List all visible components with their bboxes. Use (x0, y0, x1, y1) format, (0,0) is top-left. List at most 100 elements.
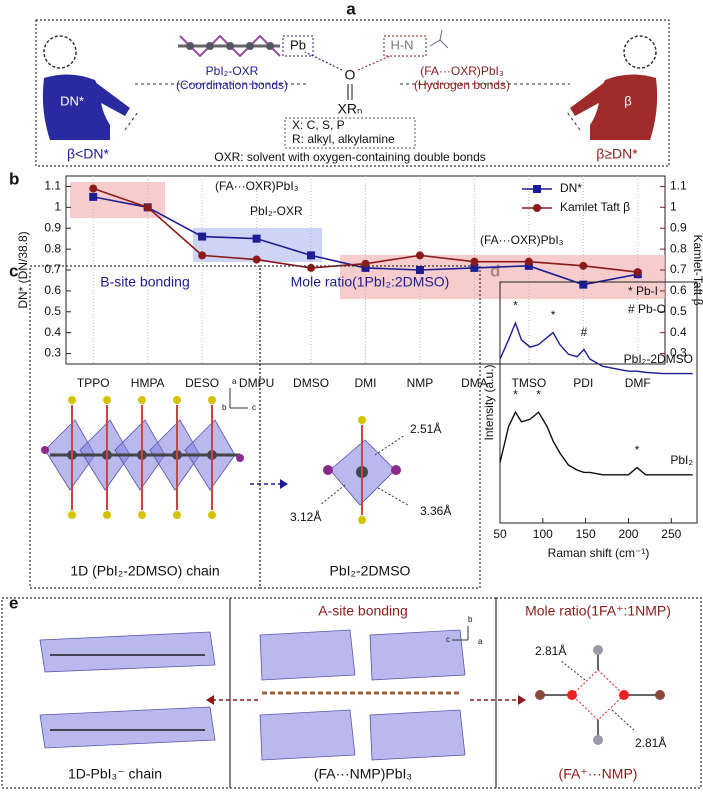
chain-structure (41, 396, 244, 519)
label: (FA···OXR)PbI₃ (420, 64, 504, 78)
y-tick-label: 0.4 (44, 325, 61, 339)
rule: β≥DN* (596, 146, 638, 162)
legend-label: * Pb-I (628, 284, 658, 298)
perovskite-structure (259, 629, 466, 761)
x-tick-label: NMP (407, 376, 434, 390)
marker (633, 268, 642, 277)
x-tick-label: PDI (573, 376, 593, 390)
x-tick-label: TPPO (77, 376, 110, 390)
x-tick-label: 50 (493, 527, 507, 541)
y2-axis-label: Kamlet-Taft β (691, 235, 703, 306)
y-tick-label: 1 (54, 200, 61, 214)
marker (307, 263, 316, 272)
marker (143, 203, 152, 212)
marker (198, 251, 207, 260)
person-right (570, 35, 658, 140)
y2-tick-label: 0.3 (670, 346, 687, 360)
panel-frame (259, 265, 481, 589)
chart-b: 0.3 0.4 0.5 0.6 0.7 0.8 0.9 1 1.1 0.3 0.4 0.5 0.6 0.7… (16, 176, 703, 390)
highlight (70, 182, 165, 218)
peak-mark: * (536, 387, 541, 401)
y2-tick-label: 0.7 (670, 262, 687, 276)
caption: (FA⁺···NMP) (559, 766, 638, 782)
peak-mark: * (513, 298, 518, 312)
legend-label: DN* (560, 181, 582, 195)
x-tick-label: DMA (461, 376, 488, 390)
marker (470, 263, 479, 272)
pb-label: Pb (290, 37, 306, 52)
axis-arrows (229, 388, 248, 409)
series-label: PbI₂-2DMSO (624, 352, 693, 366)
marker (579, 261, 588, 270)
y2-tick-label: 0.8 (670, 241, 687, 255)
y-tick-label: 0.5 (44, 304, 61, 318)
spectrum-line (499, 410, 693, 476)
marker (89, 192, 98, 201)
marker (198, 232, 207, 241)
plot-frame (499, 281, 698, 524)
pbi3-chain (39, 631, 216, 749)
x-tick-label: 200 (618, 527, 638, 541)
marker (415, 266, 424, 274)
y2-tick-label: 0.5 (670, 304, 687, 318)
double-bond (347, 84, 353, 100)
caption: PbI₂-2DMSO (330, 563, 411, 579)
fa-nmp-structure (535, 645, 665, 745)
series-label: PbI₂ (670, 453, 693, 467)
pbi2-chain (178, 34, 281, 58)
panel-label: c (9, 261, 18, 280)
x-tick-label: DESO (185, 376, 219, 390)
xr: XRₙ (337, 101, 362, 117)
x-tick-label: HMPA (131, 376, 165, 390)
y-tick-label: 0.8 (44, 241, 61, 255)
arrowhead (206, 695, 214, 705)
x-tick-label: DMSO (293, 376, 329, 390)
legend-marker (533, 204, 541, 212)
marker (415, 251, 424, 260)
person-left (42, 35, 130, 140)
distance: 2.81Å (535, 643, 566, 658)
marker (252, 255, 261, 264)
caption: (FA···NMP)PbI₃ (314, 766, 412, 782)
panel-label: e (9, 593, 18, 612)
arrowhead (280, 479, 288, 489)
axis-letter: a (478, 637, 483, 646)
label: PbI₂-OXR (206, 64, 259, 78)
x-axis-label: Raman shift (cm⁻¹) (548, 546, 650, 560)
pb-box (282, 35, 314, 57)
title: Mole ratio(1FA⁺:1NMP) (525, 603, 671, 619)
hn-label: H-N (390, 37, 413, 52)
y2-tick-label: 1 (670, 200, 677, 214)
marker (579, 280, 588, 289)
x-tick-label: DMPU (239, 376, 274, 390)
marker (470, 257, 479, 266)
title: A-site bonding (318, 603, 408, 619)
arrow (304, 51, 343, 71)
label: (Coordination bonds) (176, 78, 288, 92)
panel-label: b (9, 169, 19, 188)
legend-marker (533, 185, 541, 193)
title: Mole ratio(1PbI₂:2DMSO) (291, 274, 450, 290)
y-axis-label: DN* (DN/38.8) (16, 231, 30, 308)
annotation: (FA···OXR)PbI₃ (215, 179, 299, 193)
y2-tick-label: 0.6 (670, 283, 687, 297)
peak-mark: * (551, 308, 556, 322)
hn-box (383, 35, 427, 57)
panel-frame (229, 597, 497, 789)
axis-letter: a (232, 377, 237, 386)
fa-molecule (429, 29, 449, 49)
caption: 1D-PbI₃⁻ chain (68, 766, 162, 782)
y2-tick-label: 0.9 (670, 220, 687, 234)
person-label: DN* (60, 93, 84, 108)
note: R: alkyl, alkylamine (292, 132, 395, 146)
y-tick-label: 0.9 (44, 220, 61, 234)
marker (361, 259, 370, 268)
panel-frame (35, 19, 670, 167)
y-tick-label: 0.3 (44, 346, 61, 360)
title: B-site bonding (100, 274, 190, 290)
peak-mark: * (513, 387, 518, 401)
arrow (357, 55, 391, 71)
peak-mark: # (581, 325, 588, 339)
y-axis-label: Intensity (a.u.) (482, 364, 496, 440)
